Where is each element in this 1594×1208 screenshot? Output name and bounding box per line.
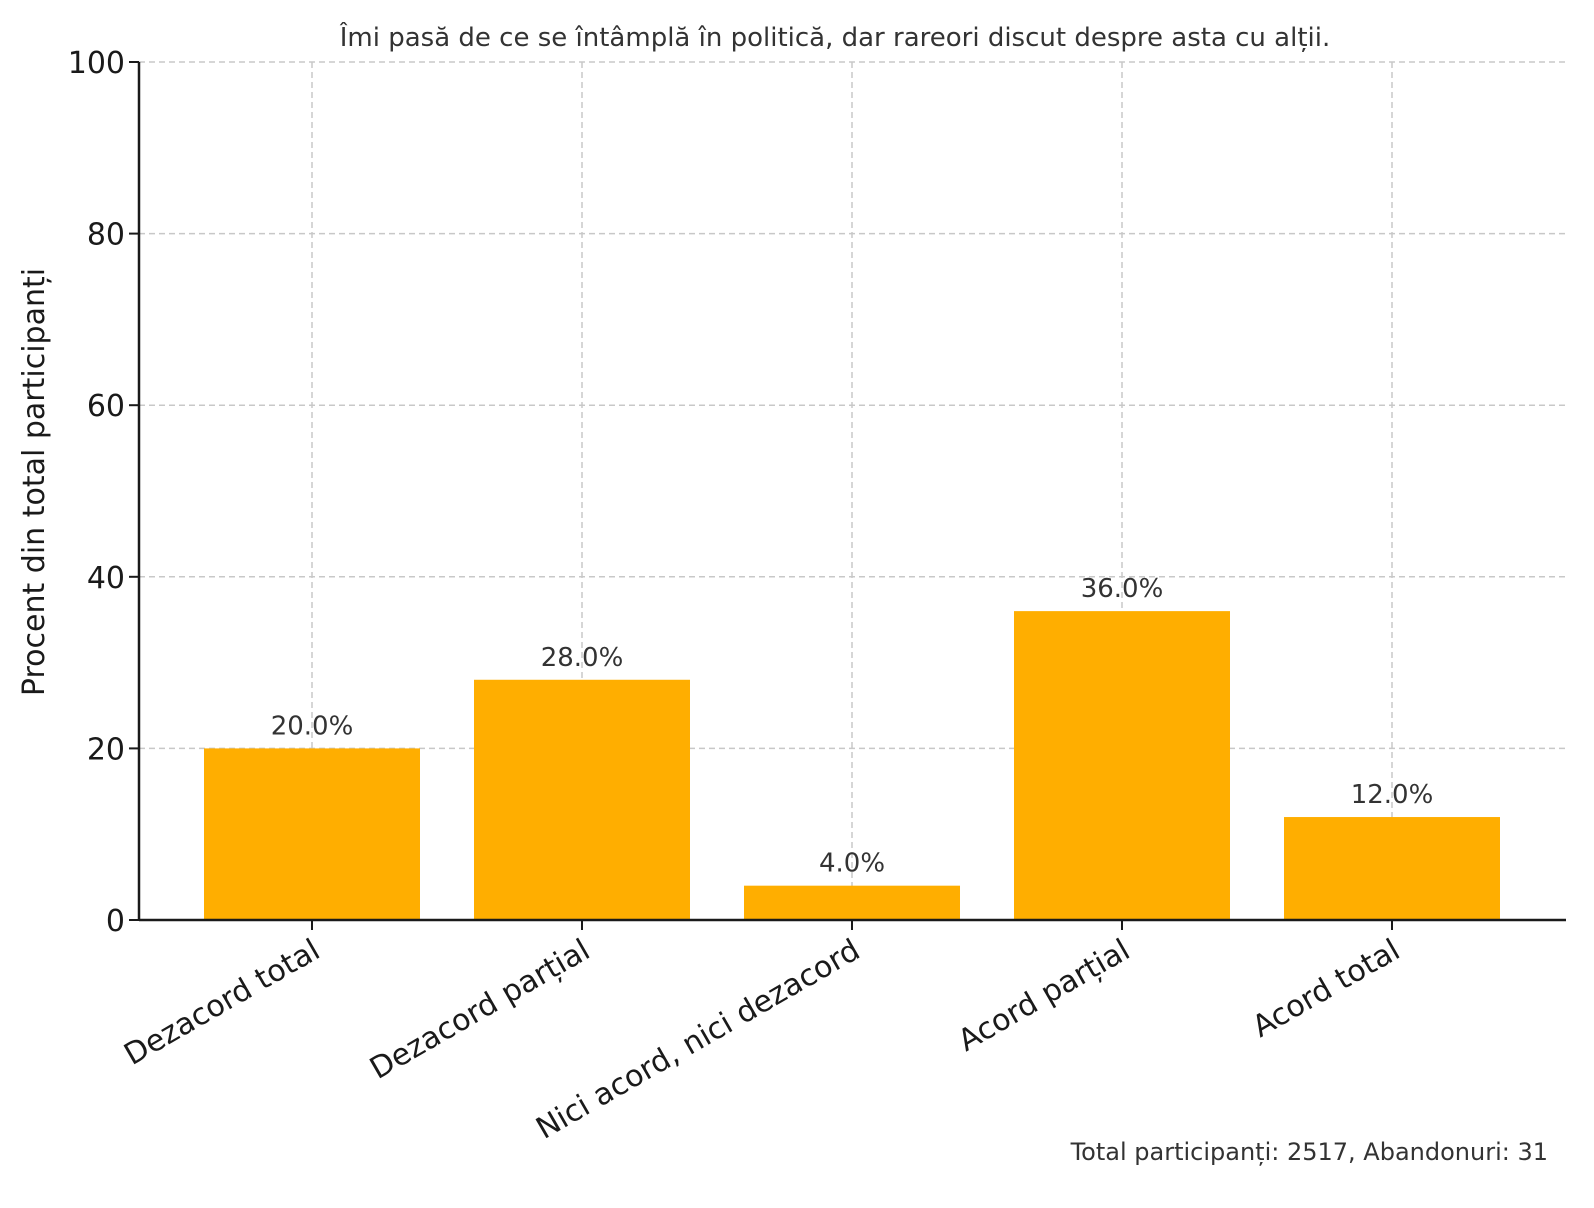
y-tick-label: 40 [87,561,125,596]
y-axis-label: Procent din total participanți [17,268,52,696]
chart-title: Îmi pasă de ce se întâmplă în politică, … [339,21,1331,53]
bar [474,679,690,920]
y-ticks: 0 20 40 60 80 100 [68,46,139,939]
y-tick-label: 100 [68,46,125,81]
y-tick-label: 20 [87,732,125,767]
bar-value-label: 20.0% [271,711,354,741]
y-tick-label: 0 [106,904,125,939]
footnote: Total participanți: 2517, Abandonuri: 31 [1070,1138,1548,1166]
x-tick-label: Dezacord total [118,933,326,1073]
x-tick-label: Acord total [1247,933,1406,1045]
bar-value-label: 28.0% [541,643,624,673]
x-tick-label: Dezacord parțial [364,933,596,1087]
bars-layer [204,611,1500,920]
y-tick-label: 80 [87,218,125,253]
bar [1284,817,1500,920]
bar [204,748,420,920]
bar [1014,611,1230,920]
y-tick-label: 60 [87,389,125,424]
bar [744,885,960,920]
bar-value-label: 4.0% [819,849,885,879]
data-labels: 20.0% 28.0% 4.0% 36.0% 12.0% [271,574,1434,879]
x-tick-label: Acord parțial [952,933,1136,1059]
bar-value-label: 36.0% [1081,574,1164,604]
bar-value-label: 12.0% [1351,780,1434,810]
